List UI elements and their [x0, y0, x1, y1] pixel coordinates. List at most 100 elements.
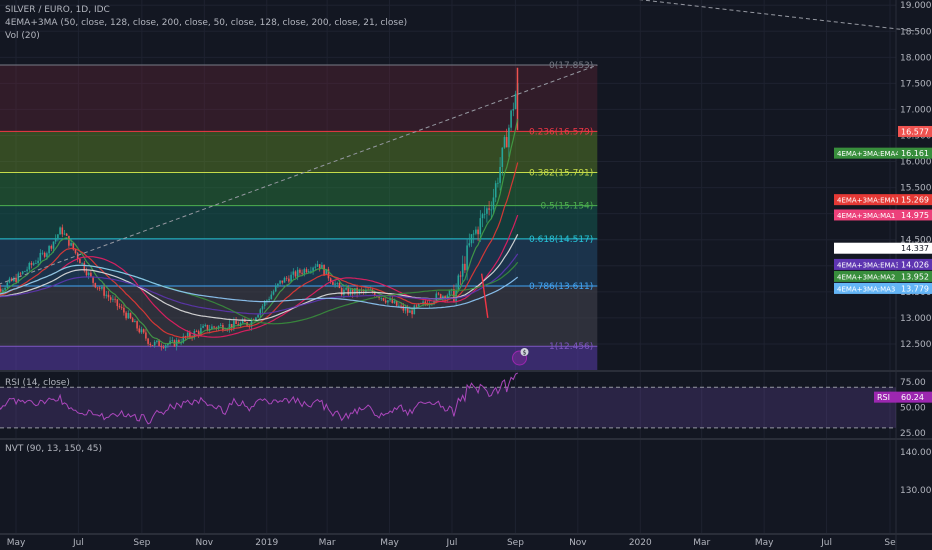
- candle-body[interactable]: [281, 280, 284, 283]
- candle-body[interactable]: [464, 263, 466, 271]
- candle-body[interactable]: [406, 308, 409, 313]
- candle-body[interactable]: [497, 182, 499, 184]
- candle-body[interactable]: [279, 280, 281, 284]
- candle-body[interactable]: [219, 325, 222, 327]
- candle-body[interactable]: [13, 277, 15, 281]
- candle-body[interactable]: [233, 320, 235, 328]
- candle-body[interactable]: [257, 314, 259, 318]
- candle-body[interactable]: [63, 233, 66, 235]
- candle-body[interactable]: [158, 340, 160, 347]
- candle-body[interactable]: [340, 288, 343, 295]
- candle-body[interactable]: [349, 289, 352, 295]
- candle-body[interactable]: [65, 233, 68, 236]
- candle-body[interactable]: [466, 245, 468, 271]
- candle-body[interactable]: [182, 336, 185, 343]
- candle-body[interactable]: [79, 258, 81, 264]
- nvt-legend[interactable]: NVT (90, 13, 150, 45): [5, 444, 102, 454]
- candle-body[interactable]: [261, 306, 264, 310]
- candle-body[interactable]: [120, 307, 123, 309]
- rsi-line[interactable]: [0, 372, 518, 425]
- candle-body[interactable]: [204, 324, 207, 326]
- candle-body[interactable]: [145, 332, 147, 339]
- candle-body[interactable]: [356, 288, 358, 294]
- candle-body[interactable]: [468, 243, 471, 246]
- candle-body[interactable]: [4, 287, 6, 290]
- candle-body[interactable]: [294, 271, 297, 277]
- candle-body[interactable]: [277, 283, 279, 287]
- candle-body[interactable]: [32, 263, 35, 265]
- candle-body[interactable]: [142, 329, 145, 333]
- candle-body[interactable]: [336, 283, 339, 284]
- candle-body[interactable]: [103, 287, 105, 296]
- candle-body[interactable]: [178, 340, 180, 343]
- trendline[interactable]: [597, 0, 918, 32]
- candle-body[interactable]: [57, 234, 59, 239]
- ma-value-tag[interactable]: 4EMA+3MA:EMA2 14.337: [834, 242, 932, 254]
- ma-value-tag[interactable]: 4EMA+3MA:MA3 13.779: [834, 282, 932, 294]
- candle-body[interactable]: [112, 298, 114, 300]
- candle-body[interactable]: [0, 288, 2, 292]
- candle-body[interactable]: [409, 310, 411, 313]
- candle-body[interactable]: [296, 269, 299, 277]
- candle-body[interactable]: [107, 294, 110, 298]
- candle-body[interactable]: [259, 309, 262, 315]
- candle-body[interactable]: [461, 263, 464, 277]
- candle-body[interactable]: [263, 301, 266, 307]
- candle-body[interactable]: [459, 275, 462, 277]
- candle-body[interactable]: [395, 300, 398, 306]
- candle-body[interactable]: [116, 299, 119, 307]
- candle-body[interactable]: [169, 340, 171, 345]
- candle-body[interactable]: [76, 253, 79, 259]
- candle-body[interactable]: [415, 305, 418, 307]
- candle-body[interactable]: [398, 305, 400, 307]
- candle-body[interactable]: [200, 327, 202, 335]
- ma-line[interactable]: [0, 162, 519, 339]
- candle-body[interactable]: [153, 341, 156, 346]
- candle-body[interactable]: [129, 313, 132, 319]
- candle-body[interactable]: [35, 263, 37, 264]
- candle-body[interactable]: [167, 344, 169, 346]
- candle-body[interactable]: [402, 305, 405, 311]
- candle-body[interactable]: [510, 110, 512, 128]
- candle-body[interactable]: [481, 214, 484, 219]
- candle-body[interactable]: [283, 277, 286, 283]
- candle-body[interactable]: [503, 137, 506, 148]
- candle-body[interactable]: [85, 270, 88, 276]
- rsi-value-tag[interactable]: [874, 391, 932, 403]
- candle-body[interactable]: [334, 283, 336, 285]
- candle-body[interactable]: [151, 345, 154, 346]
- candle-body[interactable]: [92, 276, 94, 283]
- candle-body[interactable]: [338, 283, 341, 289]
- candle-body[interactable]: [321, 264, 323, 269]
- candle-body[interactable]: [411, 310, 413, 315]
- candle-body[interactable]: [211, 326, 213, 329]
- ma-value-tag[interactable]: 4EMA+3MA:EMA4 16.161: [834, 147, 932, 159]
- arrow-annotation[interactable]: [480, 273, 489, 318]
- candle-body[interactable]: [41, 252, 44, 254]
- candle-body[interactable]: [329, 278, 332, 282]
- candle-body[interactable]: [486, 208, 488, 214]
- candle-body[interactable]: [387, 300, 389, 303]
- candle-body[interactable]: [8, 278, 11, 283]
- candle-body[interactable]: [433, 301, 435, 304]
- candle-body[interactable]: [424, 301, 427, 304]
- candle-body[interactable]: [505, 137, 508, 148]
- candle-body[interactable]: [215, 327, 218, 329]
- candle-body[interactable]: [17, 273, 20, 283]
- candle-body[interactable]: [453, 289, 455, 302]
- candle-body[interactable]: [28, 262, 31, 270]
- candle-body[interactable]: [171, 340, 174, 342]
- candle-body[interactable]: [437, 293, 440, 295]
- candle-body[interactable]: [134, 321, 136, 323]
- candle-body[interactable]: [217, 326, 220, 329]
- candle-body[interactable]: [123, 307, 125, 313]
- ma-value-tag[interactable]: 16.577: [898, 125, 932, 137]
- candle-body[interactable]: [162, 347, 165, 348]
- candle-body[interactable]: [270, 294, 273, 300]
- candle-body[interactable]: [301, 272, 303, 274]
- candle-body[interactable]: [494, 183, 497, 198]
- candle-body[interactable]: [136, 321, 138, 329]
- candle-body[interactable]: [48, 246, 50, 254]
- candle-body[interactable]: [272, 291, 275, 295]
- candle-body[interactable]: [354, 288, 356, 294]
